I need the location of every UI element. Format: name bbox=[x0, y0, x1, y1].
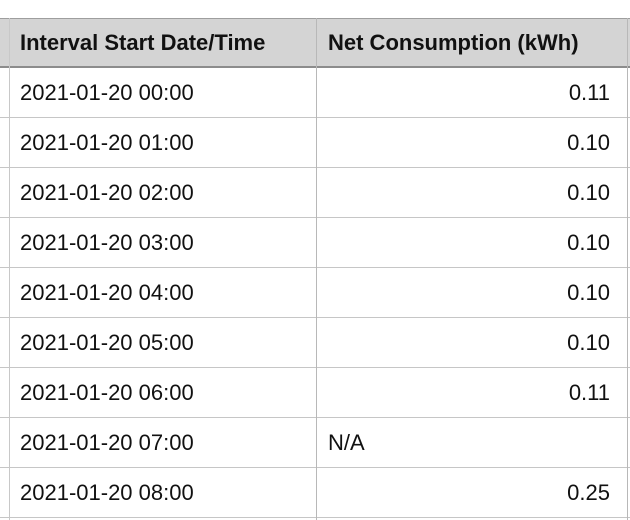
table-row: 2021-01-20 02:00 0.10 bbox=[0, 168, 630, 218]
cell-consumption[interactable]: 0.10 bbox=[567, 229, 610, 255]
cell-consumption[interactable]: 0.10 bbox=[567, 279, 610, 305]
cell-consumption[interactable]: 0.10 bbox=[567, 329, 610, 355]
table-body: 2021-01-20 00:00 0.11 2021-01-20 01:00 0… bbox=[0, 68, 630, 518]
cell-consumption[interactable]: 0.11 bbox=[568, 379, 610, 405]
cell-datetime[interactable]: 2021-01-20 08:00 bbox=[20, 479, 194, 505]
table-row: 2021-01-20 06:00 0.11 bbox=[0, 368, 630, 418]
cell-datetime[interactable]: 2021-01-20 06:00 bbox=[20, 379, 194, 405]
cell-consumption[interactable]: 0.10 bbox=[567, 129, 610, 155]
cell-consumption[interactable]: 0.25 bbox=[567, 479, 610, 505]
cell-datetime[interactable]: 2021-01-20 05:00 bbox=[20, 329, 194, 355]
table-row: 2021-01-20 08:00 0.25 bbox=[0, 468, 630, 518]
column-divider-left bbox=[9, 18, 10, 520]
top-strip bbox=[0, 0, 630, 18]
cell-datetime[interactable]: 2021-01-20 00:00 bbox=[20, 79, 194, 105]
header-net-consumption[interactable]: Net Consumption (kWh) bbox=[328, 29, 579, 55]
table-row: 2021-01-20 01:00 0.10 bbox=[0, 118, 630, 168]
table-row: 2021-01-20 04:00 0.10 bbox=[0, 268, 630, 318]
table-row: 2021-01-20 05:00 0.10 bbox=[0, 318, 630, 368]
cell-consumption[interactable]: 0.10 bbox=[567, 179, 610, 205]
column-divider-middle bbox=[316, 18, 317, 520]
header-interval-start[interactable]: Interval Start Date/Time bbox=[20, 29, 266, 55]
cell-consumption[interactable]: 0.11 bbox=[568, 79, 610, 105]
cell-datetime[interactable]: 2021-01-20 07:00 bbox=[20, 429, 194, 455]
table-row: 2021-01-20 07:00 N/A bbox=[0, 418, 630, 468]
cell-datetime[interactable]: 2021-01-20 04:00 bbox=[20, 279, 194, 305]
table-header-row: Interval Start Date/Time Net Consumption… bbox=[0, 18, 630, 68]
cell-datetime[interactable]: 2021-01-20 01:00 bbox=[20, 129, 194, 155]
cell-datetime[interactable]: 2021-01-20 03:00 bbox=[20, 229, 194, 255]
table-row: 2021-01-20 03:00 0.10 bbox=[0, 218, 630, 268]
cell-consumption[interactable]: N/A bbox=[328, 429, 365, 455]
column-divider-right bbox=[627, 18, 628, 520]
table-row: 2021-01-20 00:00 0.11 bbox=[0, 68, 630, 118]
cell-datetime[interactable]: 2021-01-20 02:00 bbox=[20, 179, 194, 205]
